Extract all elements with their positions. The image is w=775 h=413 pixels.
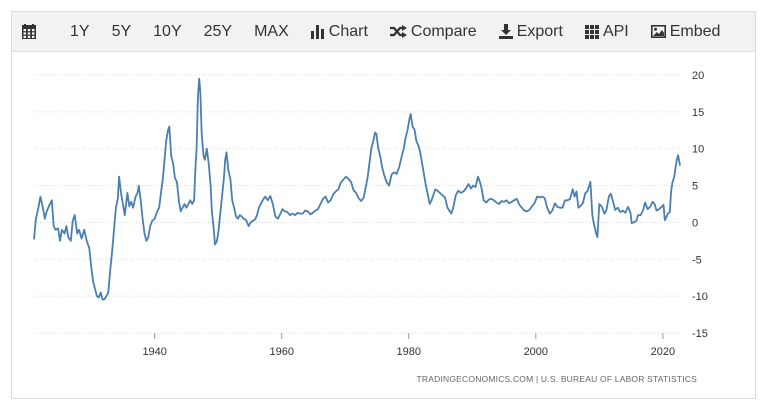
range-10y-button[interactable]: 10Y bbox=[142, 12, 192, 51]
range-5y-button[interactable]: 5Y bbox=[101, 12, 143, 51]
x-tick-label: 2000 bbox=[524, 346, 548, 358]
download-icon bbox=[498, 24, 513, 39]
chart-type-button[interactable]: Chart bbox=[300, 12, 379, 51]
range-max-button[interactable]: MAX bbox=[243, 12, 300, 51]
y-tick-label: 5 bbox=[692, 181, 698, 193]
grid-icon bbox=[584, 24, 599, 39]
x-tick-label: 1940 bbox=[142, 346, 166, 358]
embed-label: Embed bbox=[669, 22, 721, 40]
x-tick-label: 1980 bbox=[397, 346, 421, 358]
api-button[interactable]: API bbox=[574, 12, 640, 51]
series-line bbox=[33, 77, 681, 301]
compare-button[interactable]: Compare bbox=[379, 12, 488, 51]
export-label: Export bbox=[516, 22, 563, 40]
x-axis-ticks: 1940 1960 1980 2000 2020 bbox=[142, 333, 675, 358]
export-button[interactable]: Export bbox=[488, 12, 574, 51]
chart-widget: 1Y 5Y 10Y 25Y MAX Chart bbox=[11, 11, 756, 399]
compare-label: Compare bbox=[410, 22, 477, 40]
calendar-button[interactable] bbox=[12, 12, 47, 51]
y-tick-label: -10 bbox=[692, 291, 708, 303]
y-tick-label: 0 bbox=[692, 217, 698, 229]
range-1y-label: 1Y bbox=[70, 22, 90, 40]
toolbar: 1Y 5Y 10Y 25Y MAX Chart bbox=[12, 12, 755, 52]
calendar-icon bbox=[22, 24, 36, 39]
range-1y-button[interactable]: 1Y bbox=[47, 12, 101, 51]
image-icon bbox=[650, 25, 666, 38]
range-5y-label: 5Y bbox=[111, 22, 132, 40]
x-tick-label: 2020 bbox=[651, 346, 675, 358]
inflation-line-chart: 20 15 10 5 0 -5 -10 -15 1940 1960 1980 2000 2020 TR… bbox=[33, 70, 708, 384]
chart-type-label: Chart bbox=[328, 22, 368, 40]
bar-chart-icon bbox=[310, 24, 325, 39]
y-tick-label: 15 bbox=[692, 107, 704, 119]
range-25y-button[interactable]: 25Y bbox=[193, 12, 243, 51]
y-tick-label: -5 bbox=[692, 254, 702, 266]
embed-button[interactable]: Embed bbox=[640, 12, 732, 51]
shuffle-icon bbox=[389, 25, 407, 38]
api-label: API bbox=[602, 22, 629, 40]
y-tick-label: -15 bbox=[692, 328, 708, 340]
range-10y-label: 10Y bbox=[153, 22, 182, 40]
source-credit[interactable]: TRADINGECONOMICS.COM | U.S. BUREAU OF LA… bbox=[417, 374, 698, 384]
y-tick-label: 20 bbox=[692, 70, 704, 82]
x-tick-label: 1960 bbox=[269, 346, 293, 358]
y-tick-label: 10 bbox=[692, 144, 704, 156]
range-max-label: MAX bbox=[254, 22, 289, 40]
y-axis-ticks: 20 15 10 5 0 -5 -10 -15 bbox=[692, 70, 708, 340]
range-25y-label: 25Y bbox=[203, 22, 233, 40]
